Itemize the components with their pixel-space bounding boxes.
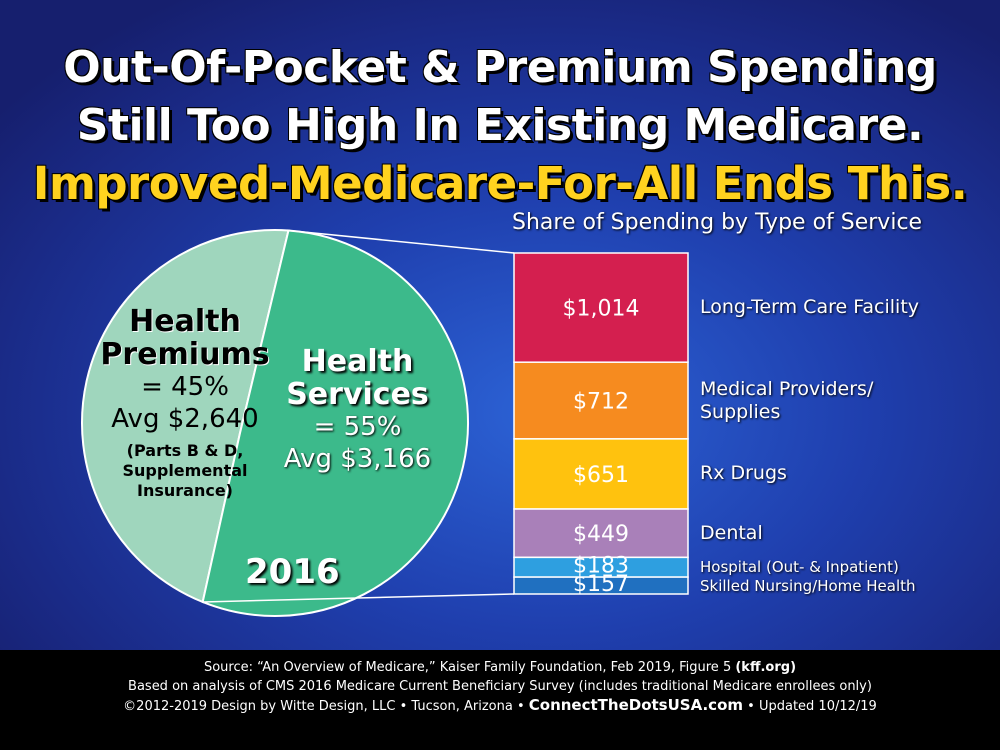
footer-updated-text: • Updated 10/12/19 [747, 699, 877, 714]
breakdown-chart-title: Share of Spending by Type of Service [512, 210, 923, 235]
footer-credit-text: ©2012-2019 Design by Witte Design, LLC •… [123, 699, 525, 714]
connector-line-top [288, 229, 515, 254]
pie-slice-premiums [81, 229, 290, 604]
premiums-title-line1: Health [129, 304, 241, 339]
category-label-2: Medical Providers/ Supplies [700, 377, 874, 423]
services-title-line1: Health [301, 344, 414, 379]
footer: Source: “An Overview of Medicare,” Kaise… [0, 650, 1000, 750]
headline-line-1: Out-Of-Pocket & Premium Spending [63, 42, 937, 93]
bar-segment-1 [513, 252, 689, 363]
footer-website-link: ConnectTheDotsUSA.com [528, 696, 744, 714]
bar-value-label-4: $449 [573, 522, 629, 547]
category-label-4: Dental [700, 521, 763, 544]
premiums-percent: = 45% [141, 372, 229, 402]
footer-source-link: (kff.org) [735, 660, 797, 675]
premiums-title-line2: Premiums [100, 337, 270, 372]
pie-chart [81, 229, 469, 617]
premiums-slice-label: Health Premiums = 45% Avg $2,640 (Parts … [95, 305, 275, 501]
category-label-1: Long-Term Care Facility [700, 296, 920, 319]
headline-line-3: Improved-Medicare-For-All Ends This. [32, 157, 968, 210]
headline-line-2: Still Too High In Existing Medicare. [76, 100, 924, 151]
footer-credit-line: ©2012-2019 Design by Witte Design, LLC •… [0, 696, 1000, 716]
category-label-3: Rx Drugs [700, 462, 787, 485]
services-title: Health Services [270, 345, 445, 411]
chart-canvas: $1,014 $712 $651 $449 $183$157 [81, 229, 689, 617]
bar-value-label-3: $651 [573, 463, 629, 488]
pie-bar-connector [202, 229, 515, 603]
footer-source-text: Source: “An Overview of Medicare,” Kaise… [203, 660, 732, 675]
premiums-average: Avg $2,640 [111, 404, 259, 434]
category-label-6: Skilled Nursing/Home Health [700, 576, 916, 595]
bar-value-label-5: $183 [573, 554, 629, 579]
bar-segment-6 [513, 576, 689, 595]
services-title-line2: Services [286, 377, 429, 412]
services-percent: = 55% [313, 412, 402, 442]
footer-source-line: Source: “An Overview of Medicare,” Kaise… [0, 658, 1000, 677]
category-label-5: Hospital (Out- & Inpatient) [700, 558, 899, 577]
bar-value-label-2: $712 [573, 389, 629, 414]
bar-value-label-6: $157 [573, 572, 629, 597]
year-label: 2016 [245, 552, 340, 592]
bar-value-label-1: $1,014 [563, 297, 640, 322]
stacked-bar-chart: $1,014 $712 $651 $449 $183$157 [513, 252, 689, 597]
services-slice-label: Health Services = 55% Avg $3,166 [270, 345, 445, 475]
footer-analysis-line: Based on analysis of CMS 2016 Medicare C… [128, 679, 872, 694]
premiums-note: (Parts B & D, Supplemental Insurance) [122, 441, 248, 500]
services-average: Avg $3,166 [283, 444, 432, 474]
pie-slice-services [201, 229, 469, 617]
connector-line-bottom [202, 593, 515, 603]
premiums-title: Health Premiums [95, 305, 275, 371]
